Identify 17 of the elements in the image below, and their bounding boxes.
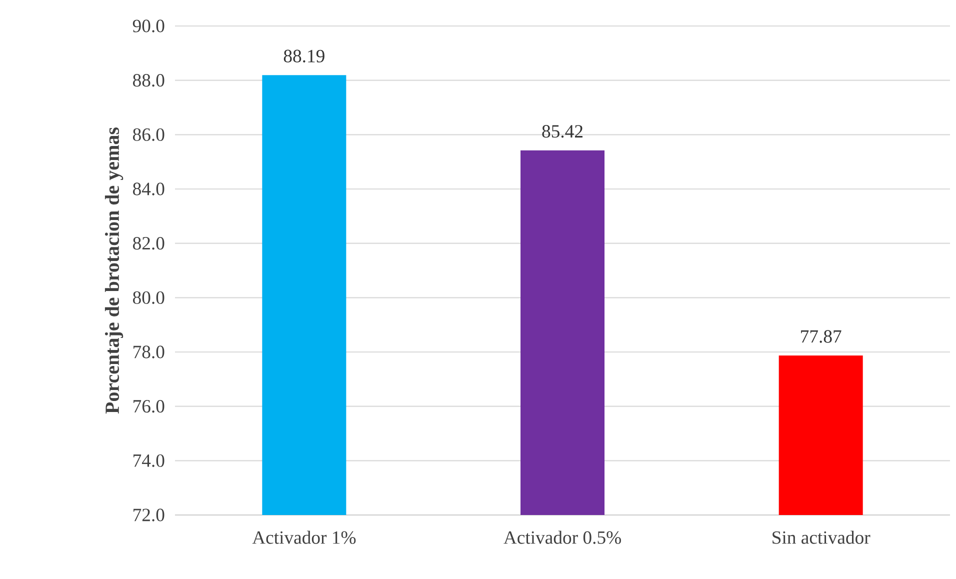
y-tick-label: 76.0 [134,400,164,413]
y-tick-label: 88.0 [133,74,164,87]
y-tick-label: 90.0 [132,20,164,32]
y-tick-label: 84.0 [133,182,164,196]
data-label: 88.19 [284,50,324,62]
y-tick-label: 82.0 [133,236,164,250]
y-tick-label: 80.0 [133,291,164,304]
y-tick-label: 72.0 [134,508,164,522]
x-tick-label: Activador 0.5% [504,530,621,544]
y-tick-label: 74.0 [134,454,164,468]
x-tick-label: Activador 1% [252,530,356,544]
data-label: 85.42 [542,125,582,138]
data-label: 77.87 [801,330,842,343]
y-axis-title: Porcentaje de brotacion de yemas [104,127,124,414]
y-tick-label: 78.0 [134,346,164,358]
x-tick-label: Sin activador [772,530,870,544]
y-tick-label: 86.0 [133,128,164,142]
